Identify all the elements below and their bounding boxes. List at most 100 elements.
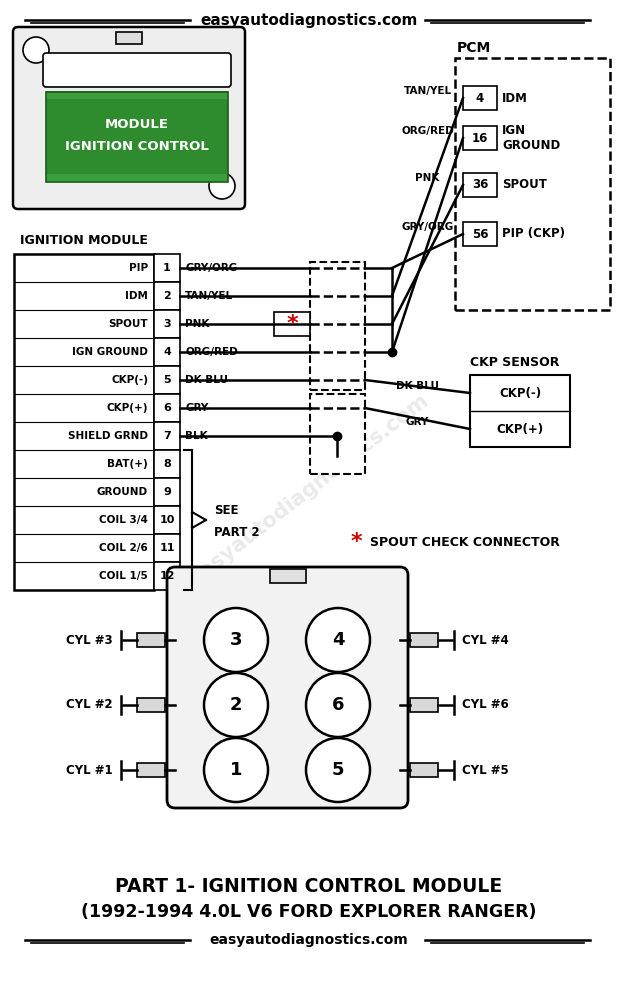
Text: *: * [286, 314, 298, 334]
Text: 2: 2 [163, 291, 171, 301]
Text: PART 1- IGNITION CONTROL MODULE: PART 1- IGNITION CONTROL MODULE [116, 876, 502, 896]
Text: GRY/ORG: GRY/ORG [401, 222, 454, 232]
Bar [154, 282, 180, 310]
Text: 10: 10 [159, 515, 175, 525]
Bar [310, 262, 365, 390]
Circle shape [204, 673, 268, 737]
Bar [116, 32, 142, 44]
Text: MODULE: MODULE [105, 119, 169, 132]
Text: 1: 1 [230, 761, 242, 779]
Text: 56: 56 [472, 228, 488, 241]
Bar [410, 698, 438, 712]
Text: 11: 11 [159, 543, 175, 553]
Text: 7: 7 [163, 431, 171, 441]
Text: IDM: IDM [125, 291, 148, 301]
Bar [463, 173, 497, 197]
Text: 1: 1 [163, 263, 171, 273]
Text: SEE: SEE [214, 504, 239, 517]
Bar [46, 92, 228, 182]
Text: TAN/YEL: TAN/YEL [185, 291, 233, 301]
Text: 3: 3 [230, 631, 242, 649]
Text: SPOUT: SPOUT [108, 319, 148, 329]
Circle shape [204, 738, 268, 802]
Bar [137, 633, 165, 647]
Text: SHIELD GRND: SHIELD GRND [68, 431, 148, 441]
Text: PNK: PNK [415, 173, 439, 183]
Bar [46, 174, 228, 182]
Text: easyautodiagnostics.com: easyautodiagnostics.com [210, 933, 408, 947]
Text: PIP: PIP [129, 263, 148, 273]
Bar [310, 394, 365, 474]
Text: ORG/RED: ORG/RED [185, 347, 238, 357]
Bar [463, 86, 497, 110]
Text: CKP SENSOR: CKP SENSOR [470, 355, 559, 368]
Text: 4: 4 [163, 347, 171, 357]
Text: GRY/ORG: GRY/ORG [185, 263, 237, 273]
Bar [154, 534, 180, 562]
Bar [463, 222, 497, 246]
Bar [137, 698, 165, 712]
Text: 6: 6 [332, 696, 344, 714]
Text: 3: 3 [163, 319, 171, 329]
Circle shape [306, 608, 370, 672]
Bar [269, 569, 305, 583]
Text: PIP (CKP): PIP (CKP) [502, 228, 565, 241]
Text: PCM: PCM [457, 41, 491, 55]
Text: easyautodiagnostics.com: easyautodiagnostics.com [200, 13, 418, 28]
Text: CKP(+): CKP(+) [496, 423, 544, 436]
Bar [154, 394, 180, 422]
Text: IGN
GROUND: IGN GROUND [502, 124, 561, 152]
Text: 8: 8 [163, 459, 171, 469]
Circle shape [306, 673, 370, 737]
Bar [463, 126, 497, 150]
Text: BAT(+): BAT(+) [108, 459, 148, 469]
Text: 9: 9 [163, 487, 171, 497]
Circle shape [204, 608, 268, 672]
Text: IGNITION CONTROL: IGNITION CONTROL [65, 141, 209, 153]
Bar [410, 633, 438, 647]
Bar [470, 375, 570, 447]
Circle shape [306, 738, 370, 802]
Bar [154, 366, 180, 394]
Text: 4: 4 [476, 91, 484, 105]
Text: SPOUT: SPOUT [502, 178, 547, 191]
Text: GROUND: GROUND [97, 487, 148, 497]
Bar [137, 763, 165, 777]
Text: (1992-1994 4.0L V6 FORD EXPLORER RANGER): (1992-1994 4.0L V6 FORD EXPLORER RANGER) [81, 903, 537, 921]
Text: 2: 2 [230, 696, 242, 714]
Text: COIL 3/4: COIL 3/4 [99, 515, 148, 525]
Text: IGNITION MODULE: IGNITION MODULE [20, 234, 148, 247]
Text: 6: 6 [163, 403, 171, 413]
Bar [154, 478, 180, 506]
Text: PNK: PNK [185, 319, 210, 329]
Bar [410, 763, 438, 777]
FancyBboxPatch shape [167, 567, 408, 808]
Bar [154, 310, 180, 338]
Bar [154, 450, 180, 478]
Bar [154, 562, 180, 590]
Text: CKP(+): CKP(+) [106, 403, 148, 413]
Text: GRY: GRY [185, 403, 208, 413]
FancyBboxPatch shape [13, 27, 245, 209]
Circle shape [23, 37, 49, 63]
Text: IDM: IDM [502, 91, 528, 105]
Text: PART 2: PART 2 [214, 526, 260, 539]
Text: 16: 16 [472, 132, 488, 145]
Text: 5: 5 [332, 761, 344, 779]
Bar [274, 312, 310, 336]
Text: *: * [350, 532, 362, 552]
Text: CKP(-): CKP(-) [499, 386, 541, 400]
Circle shape [209, 173, 235, 199]
Text: 12: 12 [159, 571, 175, 581]
Text: TAN/YEL: TAN/YEL [404, 86, 452, 96]
Text: IGN GROUND: IGN GROUND [72, 347, 148, 357]
Text: 36: 36 [472, 178, 488, 191]
Text: CYL #3: CYL #3 [66, 634, 113, 646]
Text: 4: 4 [332, 631, 344, 649]
Text: GRY: GRY [406, 417, 429, 427]
Text: BLK: BLK [185, 431, 208, 441]
Bar [14, 254, 154, 590]
Bar [154, 254, 180, 282]
Text: DK BLU: DK BLU [396, 381, 439, 391]
Text: easyautodiagnostics.com: easyautodiagnostics.com [185, 390, 433, 590]
